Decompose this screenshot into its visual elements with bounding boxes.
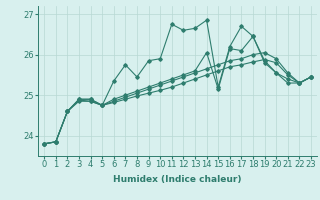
X-axis label: Humidex (Indice chaleur): Humidex (Indice chaleur)	[113, 175, 242, 184]
